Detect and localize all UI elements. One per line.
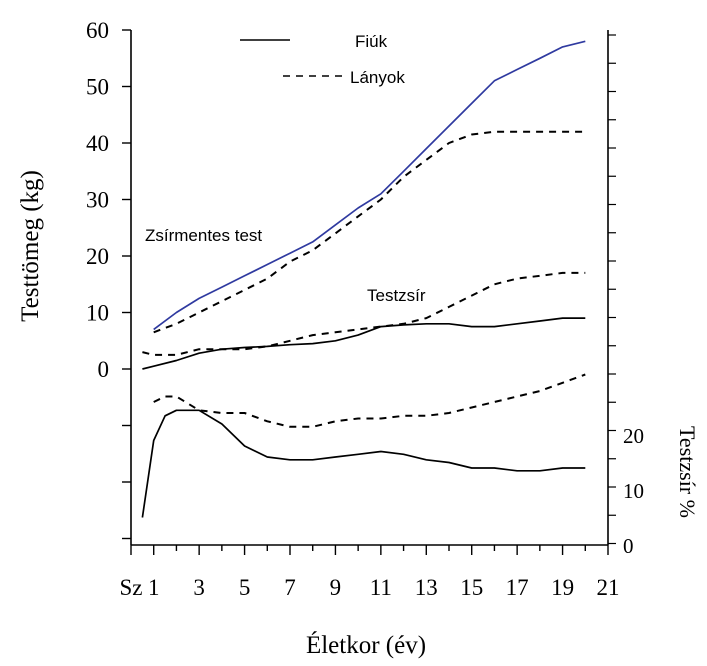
x-tick-label: 17 <box>506 575 529 600</box>
legend-label-lanyok: Lányok <box>350 68 405 87</box>
fat-percent-girls-line <box>153 373 586 428</box>
lean-mass-boys-line <box>153 40 586 331</box>
x-tick-label: 1 <box>148 575 160 600</box>
y-tick-label: 20 <box>86 244 109 269</box>
y2-tick-label: 10 <box>623 479 644 503</box>
x-tick-label: 3 <box>193 575 205 600</box>
x-axis-label: Életkor (év) <box>306 631 426 659</box>
x-tick-label: 9 <box>330 575 342 600</box>
x-axis-ticks: Sz 1 3 5 7 9 11 13 15 17 19 21 <box>120 545 620 600</box>
fat-mass-boys-line <box>142 317 586 370</box>
annotation-body-fat: Testzsír <box>367 286 426 305</box>
y2-tick-label: 20 <box>623 424 644 448</box>
legend-label-fiuk: Fiúk <box>355 32 388 51</box>
y2-tick-label: 0 <box>623 534 634 558</box>
y2-axis-ticks: 20 10 0 <box>608 34 644 558</box>
x-tick-label: 13 <box>415 575 438 600</box>
x-tick-label: 15 <box>460 575 483 600</box>
lean-mass-girls-line <box>153 130 586 334</box>
annotation-lean-mass: Zsírmentes test <box>145 226 262 245</box>
fat-percent-boys-line <box>141 409 586 518</box>
x-tick-label: 11 <box>370 575 392 600</box>
y-tick-label: 0 <box>98 357 110 382</box>
x-tick-label: Sz <box>120 575 143 600</box>
y-tick-label: 40 <box>86 131 109 156</box>
y2-axis-label: Testzsír % <box>675 426 700 518</box>
x-tick-label: 7 <box>284 575 296 600</box>
x-tick-label: 21 <box>597 575 620 600</box>
y-tick-label: 10 <box>86 301 109 326</box>
fat-mass-girls-line <box>142 271 586 356</box>
y-axis-label: Testtömeg (kg) <box>17 170 44 322</box>
series-layer <box>141 40 586 518</box>
y-tick-label: 60 <box>86 18 109 43</box>
x-tick-label: 19 <box>551 575 574 600</box>
x-tick-label: 5 <box>239 575 251 600</box>
y-tick-label: 30 <box>86 188 109 213</box>
y-axis-ticks: 60 50 40 30 20 10 0 <box>86 18 131 540</box>
y-tick-label: 50 <box>86 75 109 100</box>
legend: Fiúk Lányok <box>240 32 405 87</box>
